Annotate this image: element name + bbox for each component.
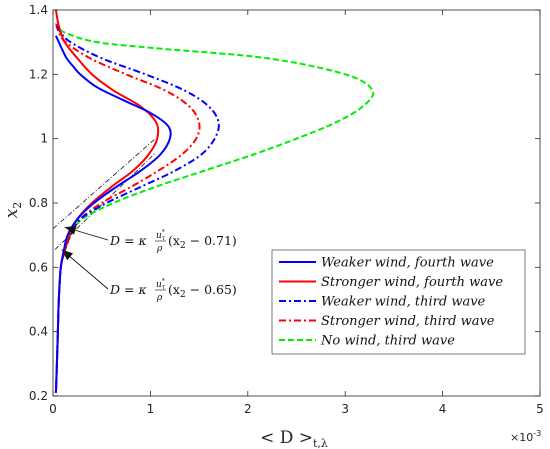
- x-tick-label: 0: [49, 402, 57, 416]
- annotation-arrowhead-2: [61, 249, 74, 261]
- series-line-4: [54, 22, 201, 393]
- y-tick-label: 1: [40, 132, 48, 146]
- x-tick-label: 4: [439, 402, 447, 416]
- y-tick-label: 0.4: [29, 325, 48, 339]
- y-tick-label: 1.4: [29, 3, 48, 17]
- legend-label-5: No wind, third wave: [320, 334, 455, 349]
- annotation-1-frac-num: u* τ: [156, 229, 166, 242]
- annotation-2: D = κ u* τ ρ (x2 − 0.65): [109, 278, 237, 303]
- legend-label-3: Weaker wind, third wave: [321, 295, 486, 310]
- y-axis-label: x2: [2, 202, 24, 219]
- x-axis-label: < D >t,λ: [260, 428, 328, 449]
- annotation-2-frac-den: ρ: [156, 293, 163, 303]
- y-axis-label-sub: 2: [11, 202, 24, 209]
- series-line-2: [54, 10, 160, 393]
- y-tick-label: 0.8: [29, 196, 48, 210]
- legend-label-1: Weaker wind, fourth wave: [321, 256, 494, 271]
- y-tick-label: 0.2: [29, 389, 48, 403]
- reference-line-1: [53, 138, 156, 230]
- x-tick-label: 2: [244, 402, 252, 416]
- x-tick-label: 1: [147, 402, 155, 416]
- annotation-2-frac-num: u* τ: [156, 278, 166, 291]
- y-tick-label: 1.2: [29, 67, 48, 81]
- annotation-2-rhs: (x2 − 0.65): [168, 282, 237, 300]
- annotation-1-frac-den: ρ: [156, 244, 163, 254]
- annotation-2-lhs: D = κ: [109, 282, 147, 297]
- plot-frame: [52, 9, 541, 397]
- legend-label-4: Stronger wind, third wave: [321, 314, 495, 329]
- x-exponent-base: ×10: [510, 431, 533, 444]
- x-exponent-label: ×10-3: [510, 429, 541, 444]
- annotation-arrowhead-1: [64, 225, 77, 235]
- x-tick-label: 3: [341, 402, 349, 416]
- x-axis-label-main: < D >: [260, 428, 313, 448]
- series-line-1: [54, 35, 172, 393]
- y-axis-label-main: x: [2, 208, 22, 218]
- x-tick-label: 5: [536, 402, 544, 416]
- legend: Weaker wind, fourth wave Stronger wind, f…: [271, 249, 526, 355]
- annotation-1-lhs: D = κ: [109, 233, 147, 248]
- x-axis-label-sub: t,λ: [313, 437, 328, 449]
- y-tick-label: 0.6: [29, 260, 48, 274]
- x-exponent-power: -3: [533, 429, 541, 438]
- annotation-1: D = κ u* τ ρ (x2 − 0.71): [109, 229, 237, 254]
- annotation-1-rhs: (x2 − 0.71): [168, 233, 237, 251]
- legend-label-2: Stronger wind, fourth wave: [321, 275, 503, 290]
